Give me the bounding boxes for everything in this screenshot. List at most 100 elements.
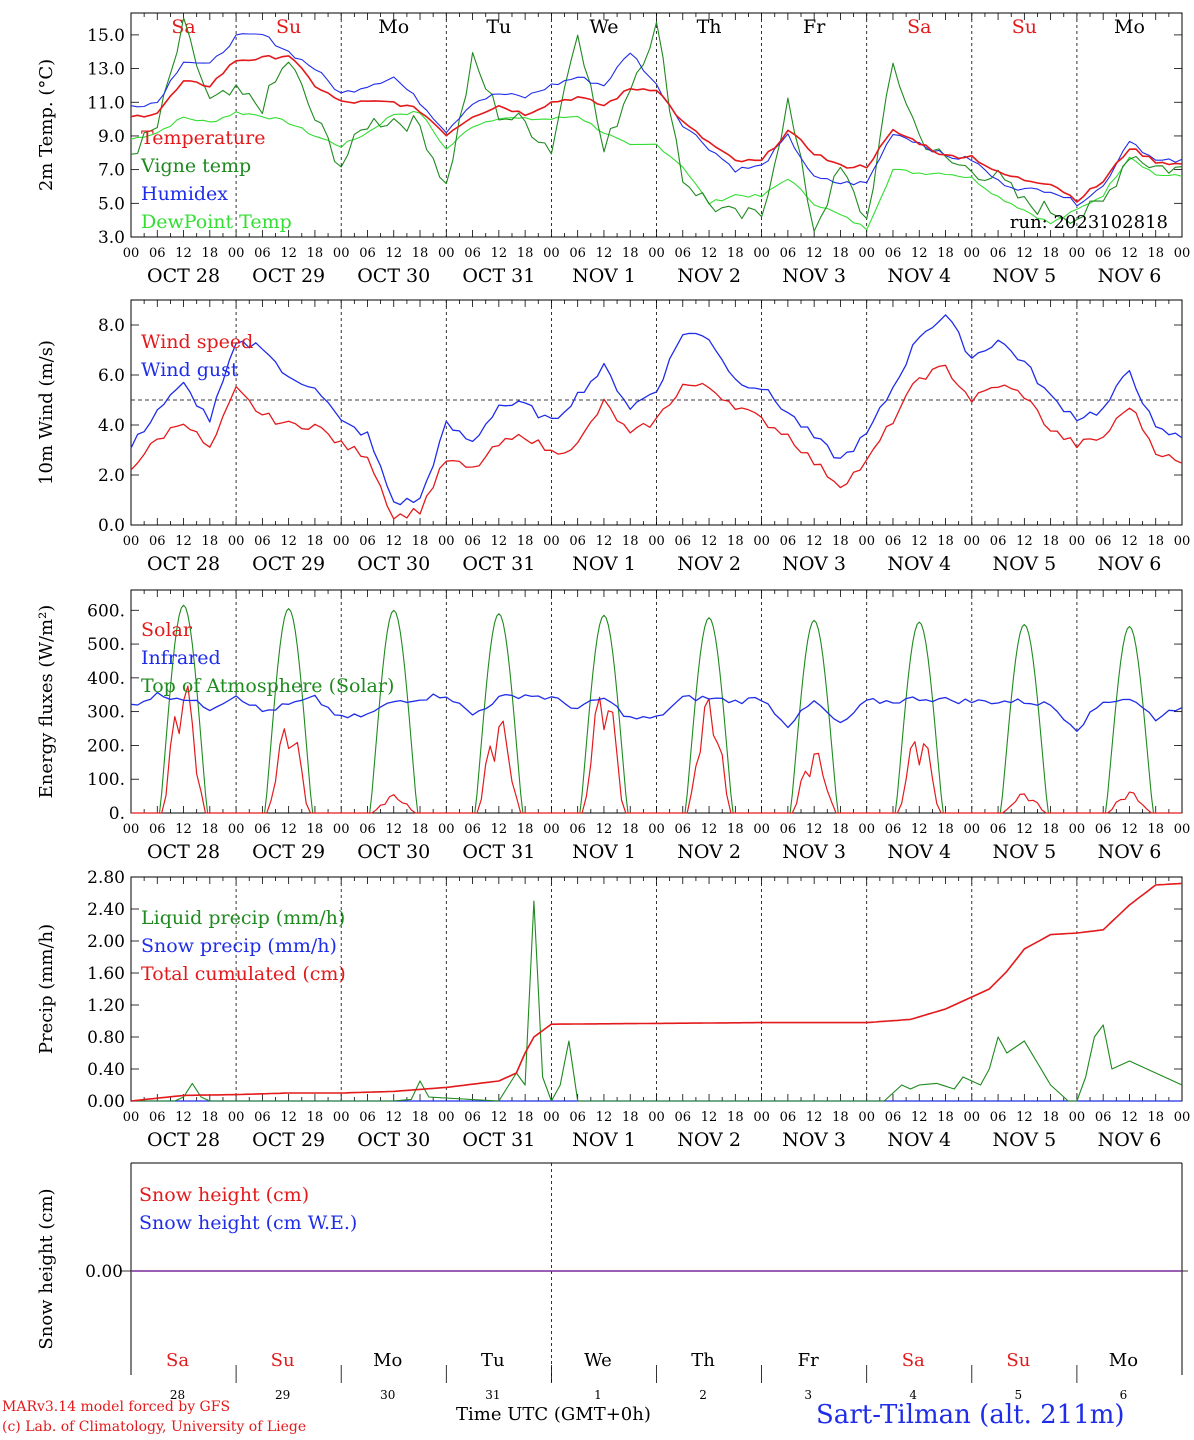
x-date-label: NOV 4	[887, 265, 951, 287]
panel-3: 0. 100. 200. 300. 400. 500. 600. Energy fluxes …	[36, 589, 1191, 863]
x-hour-label: 18	[1042, 822, 1059, 837]
x-hour-label: 12	[596, 822, 613, 837]
y-tick-label: 0.00	[87, 1092, 125, 1112]
y-tick-label: 200.	[87, 736, 125, 756]
x-hour-label: 18	[1042, 534, 1059, 549]
legend-label: Temperature	[141, 127, 265, 149]
x-hour-label: 12	[596, 246, 613, 261]
x-hour-label: 12	[911, 534, 928, 549]
x-hour-label: 12	[385, 1110, 402, 1125]
x-date-label: OCT 30	[357, 841, 430, 863]
x-date-label: NOV 1	[572, 553, 636, 575]
x-hour-label: 12	[175, 246, 192, 261]
y-axis-label: Energy fluxes (W/m²)	[36, 605, 57, 799]
university-credit: (c) Lab. of Climatology, University of L…	[2, 1419, 307, 1435]
x-hour-label: 12	[280, 246, 297, 261]
x-hour-label: 12	[806, 246, 823, 261]
x-hour-label: 00	[858, 822, 875, 837]
x-hour-label: 00	[123, 534, 140, 549]
x-hour-label: 18	[937, 822, 954, 837]
legend-label: Vigne temp	[140, 155, 251, 177]
x-hour-label: 06	[359, 1110, 376, 1125]
plot-frame	[130, 589, 1183, 814]
x-hour-label: 18	[1042, 1110, 1059, 1125]
series-line	[130, 314, 1183, 506]
y-tick-label: 11.0	[87, 93, 125, 113]
model-credit: MARv3.14 model forced by GFS	[2, 1399, 231, 1415]
x-hour-label: 12	[491, 534, 508, 549]
x-hour-label: 18	[727, 822, 744, 837]
x-date-label: OCT 28	[147, 265, 220, 287]
x-hour-label: 00	[753, 534, 770, 549]
x-hour-label: 06	[359, 822, 376, 837]
weekday-label: Mo	[373, 1350, 402, 1371]
infrared-line	[130, 691, 1183, 732]
x-hour-label: 06	[990, 1110, 1007, 1125]
x-hour-label: 06	[359, 246, 376, 261]
y-tick-label: 13.0	[87, 60, 125, 80]
series-line	[130, 110, 1183, 231]
x-hour-label: 00	[228, 534, 245, 549]
x-hour-label: 00	[123, 822, 140, 837]
x-hour-label: 00	[543, 1110, 560, 1125]
x-hour-label: 06	[885, 246, 902, 261]
x-hour-label: 06	[885, 822, 902, 837]
x-hour-label: 06	[149, 246, 166, 261]
x-hour-label: 00	[1174, 822, 1191, 837]
x-hour-label: 00	[858, 246, 875, 261]
x-hour-label: 12	[911, 246, 928, 261]
weekday-label: Sa	[166, 1350, 189, 1371]
liquid-precip-line	[131, 900, 1183, 1102]
panel-4: 0.00 0.40 0.80 1.20 1.60 2.00 2.40 2.80 Precip (…	[36, 868, 1190, 1151]
x-hour-label: 06	[254, 246, 271, 261]
x-hour-label: 12	[701, 1110, 718, 1125]
cumulated-line	[130, 882, 1183, 1102]
plot-frame	[130, 299, 1183, 526]
legend-label: Liquid precip (mm/h)	[141, 907, 345, 929]
x-date-label: NOV 5	[992, 265, 1056, 287]
x-day-number: 30	[380, 1388, 395, 1402]
x-hour-label: 00	[648, 822, 665, 837]
x-hour-label: 00	[438, 1110, 455, 1125]
x-hour-label: 06	[675, 1110, 692, 1125]
x-hour-label: 00	[228, 246, 245, 261]
x-hour-label: 00	[753, 246, 770, 261]
x-hour-label: 18	[622, 822, 639, 837]
x-day-number: 28	[170, 1388, 185, 1402]
x-hour-label: 18	[202, 822, 219, 837]
x-hour-label: 00	[964, 534, 981, 549]
y-tick-label: 300.	[87, 703, 125, 723]
legend-label: Snow height (cm)	[139, 1184, 309, 1206]
x-hour-label: 00	[648, 1110, 665, 1125]
x-date-label: OCT 30	[357, 265, 430, 287]
x-hour-label: 00	[1174, 534, 1191, 549]
series-line	[130, 17, 1183, 232]
weekday-label: Tu	[481, 1350, 505, 1371]
weekday-label: We	[584, 1350, 612, 1371]
y-axis-label: 2m Temp. (°C)	[36, 59, 57, 191]
x-hour-label: 06	[990, 534, 1007, 549]
x-date-label: OCT 31	[462, 553, 535, 575]
x-hour-label: 06	[149, 534, 166, 549]
y-tick-label: 2.00	[87, 932, 125, 952]
weekday-label: Sa	[907, 16, 931, 38]
x-date-label: NOV 5	[992, 841, 1056, 863]
x-hour-label: 06	[254, 822, 271, 837]
x-hour-label: 00	[1069, 246, 1086, 261]
y-tick-label: 1.60	[87, 964, 125, 984]
x-date-label: OCT 28	[147, 1129, 220, 1151]
weekday-label: Su	[1006, 1350, 1030, 1371]
x-date-label: OCT 31	[462, 841, 535, 863]
legend-label: Wind gust	[141, 359, 239, 381]
weekday-label: Su	[271, 1350, 295, 1371]
x-hour-label: 18	[1147, 246, 1164, 261]
x-hour-label: 12	[491, 246, 508, 261]
x-hour-label: 12	[491, 1110, 508, 1125]
x-hour-label: 00	[1069, 822, 1086, 837]
x-hour-label: 12	[701, 534, 718, 549]
x-hour-label: 18	[517, 534, 534, 549]
x-date-label: NOV 1	[572, 841, 636, 863]
x-day-number: 29	[275, 1388, 290, 1402]
x-hour-label: 12	[1121, 534, 1138, 549]
